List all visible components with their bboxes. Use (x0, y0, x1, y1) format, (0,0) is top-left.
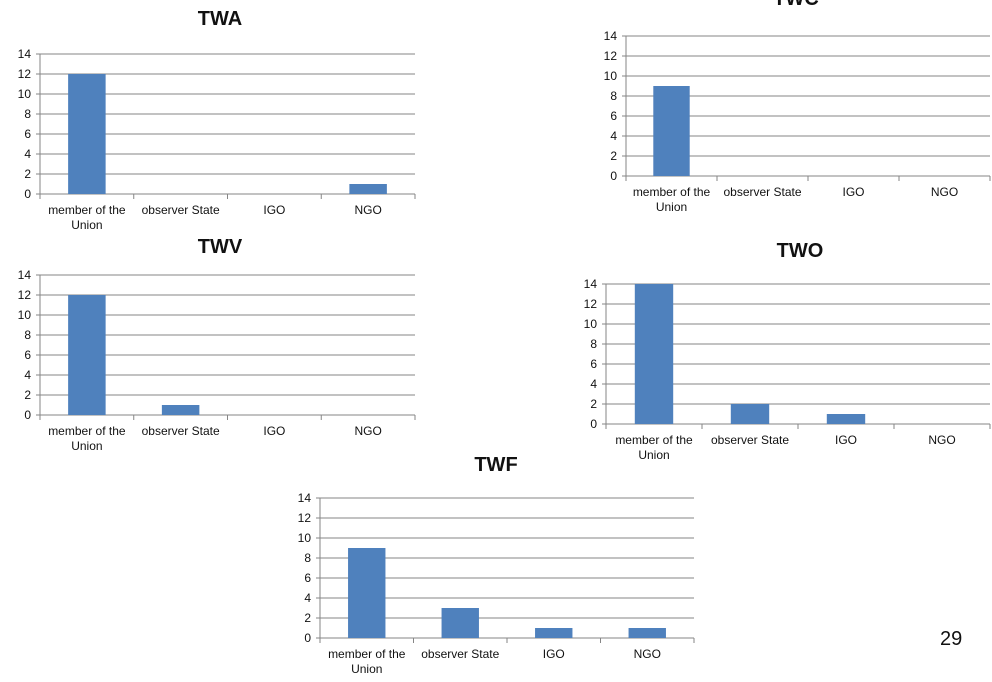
bar-observer-state (441, 608, 479, 638)
y-tick-label: 0 (24, 408, 31, 422)
y-tick-label: 0 (304, 631, 311, 645)
x-tick-label: NGO (354, 203, 381, 217)
y-tick-label: 8 (610, 89, 617, 103)
x-tick-label: observer State (421, 647, 499, 661)
y-tick-label: 4 (24, 147, 31, 161)
y-tick-label: 14 (584, 277, 598, 291)
x-tick-label: member of the Union (633, 185, 711, 214)
y-tick-label: 6 (24, 127, 31, 141)
x-tick-label: member of the Union (615, 433, 693, 462)
y-tick-label: 4 (610, 129, 617, 143)
x-tick-label: NGO (634, 647, 661, 661)
y-tick-label: 10 (298, 531, 312, 545)
bar-member-of-the-union (68, 295, 106, 415)
x-tick-label: IGO (263, 424, 285, 438)
y-tick-label: 2 (590, 397, 597, 411)
x-tick-label-line: Union (351, 662, 382, 676)
chart-plot-twa: 0 2 4 6 8 10 12 14 member of the Union observer St… (18, 47, 416, 232)
y-tick-label: 4 (590, 377, 597, 391)
y-tick-label: 6 (24, 348, 31, 362)
x-tick-label: IGO (835, 433, 857, 447)
y-tick-label: 10 (18, 308, 32, 322)
y-tick-label: 14 (604, 29, 618, 43)
y-tick-label: 12 (298, 511, 312, 525)
y-tick-label: 14 (18, 47, 32, 61)
x-tick-label: IGO (263, 203, 285, 217)
y-tick-label: 0 (24, 187, 31, 201)
chart-title: TWO (776, 240, 824, 262)
y-tick-label: 6 (610, 109, 617, 123)
bar-observer-state (730, 404, 770, 424)
x-tick-label: IGO (543, 647, 565, 661)
y-tick-label: 2 (304, 611, 311, 625)
bar-igo (826, 414, 866, 424)
bar-member-of-the-union (68, 74, 106, 194)
x-tick-label: member of the Union (48, 203, 126, 232)
y-tick-label: 12 (18, 67, 32, 81)
y-tick-label: 6 (304, 571, 311, 585)
x-tick-label: IGO (842, 185, 864, 199)
x-tick-label-line: member of the (615, 433, 693, 447)
chart-twv: TWV 0 2 4 6 8 10 12 14 member of the Union observe… (0, 230, 430, 470)
bar-ngo (628, 628, 666, 638)
y-tick-label: 0 (610, 169, 617, 183)
bar-member-of-the-union (634, 284, 674, 424)
x-tick-label: observer State (142, 424, 220, 438)
y-tick-label: 2 (24, 167, 31, 181)
x-tick-label: member of the Union (328, 647, 406, 676)
y-tick-label: 10 (604, 69, 618, 83)
y-tick-label: 8 (590, 337, 597, 351)
bar-member-of-the-union (348, 548, 386, 638)
bar-igo (535, 628, 573, 638)
y-tick-label: 4 (304, 591, 311, 605)
x-tick-label-line: member of the (48, 424, 126, 438)
x-tick-label-line: Union (656, 200, 687, 214)
y-tick-label: 8 (304, 551, 311, 565)
y-tick-label: 12 (584, 297, 598, 311)
chart-two: TWO 0 2 4 6 8 10 12 14 member of the Union observe… (576, 232, 992, 472)
y-tick-label: 10 (18, 87, 32, 101)
chart-twf: TWF 0 2 4 6 8 10 12 14 member of the Union observe… (280, 448, 710, 682)
x-tick-label-line: member of the (633, 185, 711, 199)
x-tick-label: member of the Union (48, 424, 126, 453)
y-tick-label: 6 (590, 357, 597, 371)
chart-twa: TWA 0 2 4 6 8 10 12 14 member of the Union observe… (0, 0, 430, 240)
y-tick-label: 8 (24, 107, 31, 121)
chart-title: TWF (474, 454, 518, 476)
x-tick-label: NGO (928, 433, 955, 447)
y-tick-label: 8 (24, 328, 31, 342)
page-number: 29 (940, 628, 963, 650)
bar-member-of-the-union (653, 86, 690, 176)
chart-title: TWV (197, 236, 243, 258)
y-tick-label: 12 (18, 288, 32, 302)
x-tick-label-line: member of the (48, 203, 126, 217)
bar-observer-state (161, 405, 200, 415)
chart-plot-two: 0 2 4 6 8 10 12 14 member of the Union observer St… (584, 277, 991, 462)
x-tick-label-line: member of the (328, 647, 406, 661)
y-tick-label: 14 (18, 268, 32, 282)
y-tick-label: 2 (610, 149, 617, 163)
x-tick-label: observer State (142, 203, 220, 217)
x-tick-label-line: Union (71, 218, 102, 232)
x-tick-label: observer State (723, 185, 801, 199)
bar-ngo (349, 184, 387, 194)
chart-plot-twc: 0 2 4 6 8 10 12 14 member of the Union observer St… (604, 29, 991, 214)
y-tick-label: 14 (298, 491, 312, 505)
y-tick-label: 10 (584, 317, 598, 331)
chart-plot-twf: 0 2 4 6 8 10 12 14 member of the Union observer St… (298, 491, 695, 676)
chart-title: TWC (726, 0, 866, 11)
y-tick-label: 12 (604, 49, 618, 63)
chart-plot-twv: 0 2 4 6 8 10 12 14 member of the Union observer St… (18, 268, 416, 453)
y-tick-label: 4 (24, 368, 31, 382)
x-tick-label: observer State (711, 433, 789, 447)
x-tick-label: NGO (931, 185, 958, 199)
y-tick-label: 2 (24, 388, 31, 402)
x-tick-label-line: Union (638, 448, 669, 462)
x-tick-label: NGO (354, 424, 381, 438)
x-tick-label-line: Union (71, 439, 102, 453)
chart-title: TWA (197, 8, 243, 30)
y-tick-label: 0 (590, 417, 597, 431)
